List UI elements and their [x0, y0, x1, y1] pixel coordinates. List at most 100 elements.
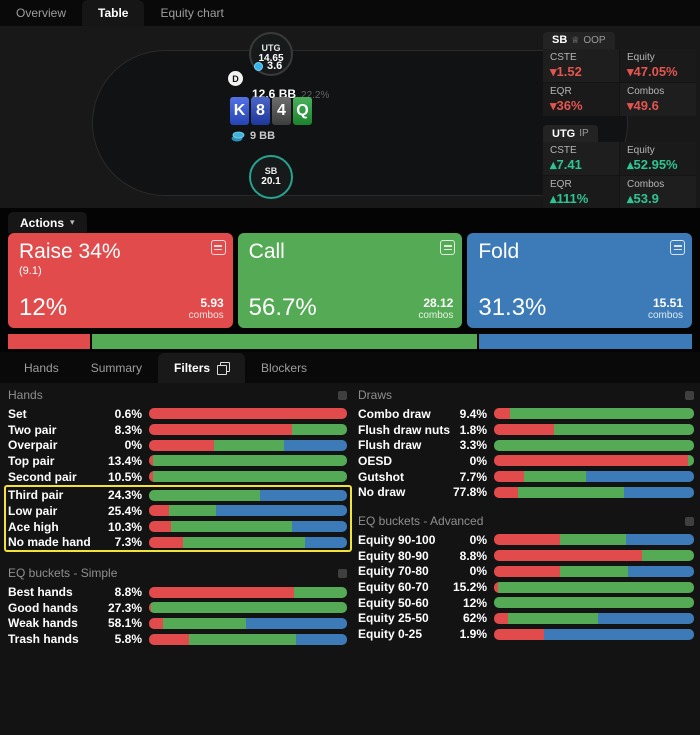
filter-row-flush-draw[interactable]: Flush draw 3.3% [358, 437, 694, 453]
poker-table-felt [92, 50, 628, 196]
stat-cell-equity: Equity ▴52.95% [620, 142, 696, 175]
bar-segment [544, 628, 694, 640]
filter-row-equity-60-70[interactable]: Equity 60-70 15.2% [358, 579, 694, 595]
section-title: EQ buckets - Simple [8, 566, 118, 581]
filter-row-no-made-hand[interactable]: No made hand 7.3% [8, 535, 347, 551]
combos-label: combos [418, 310, 454, 321]
action-frequency-bar [8, 334, 692, 349]
stat-cell-cste: CSTE ▾1.52 [543, 48, 619, 82]
filter-row-trash-hands[interactable]: Trash hands 5.8% [8, 631, 347, 647]
bar-segment [598, 612, 694, 624]
filter-row-percent: 0% [469, 532, 487, 547]
bar-segment [494, 486, 518, 498]
section-hands: Hands Set 0.6% Two pair 8.3% Overpair 0% Top pa… [4, 387, 352, 553]
filter-tab-hands[interactable]: Hands [8, 353, 75, 383]
stats-role-label: OOP [583, 34, 606, 46]
filter-row-two-pair[interactable]: Two pair 8.3% [8, 422, 347, 438]
bar-segment [291, 424, 347, 436]
section-checkbox[interactable] [338, 568, 347, 578]
seat-stack-value: 20.1 [261, 176, 281, 188]
bar-segment [152, 471, 347, 483]
stats-grid: CSTE ▴7.41 Equity ▴52.95% EQR ▴111% Combos ▴53.… [543, 142, 696, 209]
stats-role-label: IP [579, 128, 589, 139]
bar-segment [494, 581, 498, 593]
board-card-4: 4 [272, 97, 291, 125]
filter-row-overpair[interactable]: Overpair 0% [8, 437, 347, 453]
tab-overview[interactable]: Overview [16, 6, 67, 20]
pot-percentage: 22.2% [301, 90, 330, 101]
bar-segment [149, 505, 169, 517]
distribution-bar [149, 455, 347, 467]
filter-row-equity-70-80[interactable]: Equity 70-80 0% [358, 564, 694, 580]
filter-row-best-hands[interactable]: Best hands 8.8% [8, 584, 347, 600]
filter-row-ace-high[interactable]: Ace high 10.3% [8, 519, 347, 535]
distribution-bar [494, 565, 694, 577]
filter-row-percent: 15.2% [452, 580, 487, 595]
filter-tab-filters[interactable]: Filters [158, 353, 246, 383]
section-checkbox[interactable] [685, 516, 694, 526]
filter-row-top-pair[interactable]: Top pair 13.4% [8, 453, 347, 469]
section-checkbox[interactable] [338, 390, 347, 400]
filter-row-gutshot[interactable]: Gutshot 7.7% [358, 469, 694, 485]
bar-segment [624, 486, 694, 498]
filter-row-second-pair[interactable]: Second pair 10.5% [8, 469, 347, 485]
combos-value: 28.12 [423, 295, 454, 310]
distribution-bar [494, 424, 694, 436]
seat-sb: SB 20.1 [249, 155, 293, 199]
filter-row-percent: 58.1% [107, 616, 142, 631]
tab-table[interactable]: Table [82, 0, 145, 26]
bar-segment [291, 521, 347, 533]
bar-segment [149, 408, 347, 420]
filter-row-set[interactable]: Set 0.6% [8, 406, 347, 422]
filter-row-label: Combo draw [358, 406, 431, 421]
distribution-bar [494, 550, 694, 562]
filter-row-good-hands[interactable]: Good hands 27.3% [8, 600, 347, 616]
actions-dropdown[interactable]: Actions ▾ [8, 212, 87, 233]
stat-value: ▴52.95% [627, 157, 678, 172]
filter-row-label: Second pair [8, 469, 77, 484]
action-frequency: 12% [19, 294, 68, 321]
distribution-bar [494, 628, 694, 640]
filter-row-low-pair[interactable]: Low pair 25.4% [8, 503, 347, 519]
stat-label: EQR [550, 179, 572, 190]
filter-row-no-draw[interactable]: No draw 77.8% [358, 484, 694, 500]
filter-row-label: Two pair [8, 422, 57, 437]
filter-row-equity-80-90[interactable]: Equity 80-90 8.8% [358, 548, 694, 564]
chevron-down-icon: ▾ [70, 217, 75, 227]
filter-row-label: No draw [358, 485, 406, 500]
filter-row-equity-25-50[interactable]: Equity 25-50 62% [358, 611, 694, 627]
filter-tab-blockers[interactable]: Blockers [245, 353, 323, 383]
section-checkbox[interactable] [685, 390, 694, 400]
filter-row-third-pair[interactable]: Third pair 24.3% [8, 487, 347, 503]
filter-row-equity-90-100[interactable]: Equity 90-100 0% [358, 532, 694, 548]
stats-panel-sb: SB ♕ OOP CSTE ▾1.52 Equity ▾47.05% EQR ▾36% Combo… [543, 30, 696, 116]
filters-content: Hands Set 0.6% Two pair 8.3% Overpair 0% Top pa… [0, 383, 700, 735]
range-grid-icon[interactable] [440, 240, 456, 255]
section-draws: Draws Combo draw 9.4% Flush draw nuts 1.8% Fl… [358, 387, 694, 500]
filter-row-weak-hands[interactable]: Weak hands 58.1% [8, 616, 347, 632]
filter-row-percent: 77.8% [452, 485, 487, 500]
bar-segment [494, 628, 544, 640]
range-grid-icon[interactable] [670, 240, 686, 255]
action-box-raise[interactable]: Raise 34% (9.1) 12% 5.93 combos [8, 233, 233, 328]
filter-row-oesd[interactable]: OESD 0% [358, 453, 694, 469]
action-box-call[interactable]: Call 56.7% 28.12 combos [237, 233, 463, 328]
filter-row-equity-0-25[interactable]: Equity 0-25 1.9% [358, 626, 694, 642]
filter-row-equity-50-60[interactable]: Equity 50-60 12% [358, 595, 694, 611]
range-grid-icon[interactable] [210, 240, 226, 255]
distribution-bar [149, 505, 347, 517]
distribution-bar [149, 489, 347, 501]
tab-equity-chart[interactable]: Equity chart [160, 6, 224, 20]
filter-tab-summary[interactable]: Summary [75, 353, 158, 383]
bar-segment [586, 471, 694, 483]
filter-row-percent: 7.3% [114, 535, 142, 550]
filter-row-flush-draw-nuts[interactable]: Flush draw nuts 1.8% [358, 422, 694, 438]
filter-row-percent: 8.8% [114, 585, 142, 600]
bar-segment [149, 633, 189, 645]
combos-label: combos [648, 310, 684, 321]
distribution-bar [494, 534, 694, 546]
filter-row-percent: 1.9% [459, 627, 487, 642]
filter-row-combo-draw[interactable]: Combo draw 9.4% [358, 406, 694, 422]
filter-row-label: Weak hands [8, 616, 78, 631]
action-box-fold[interactable]: Fold 31.3% 15.51 combos [467, 233, 693, 328]
